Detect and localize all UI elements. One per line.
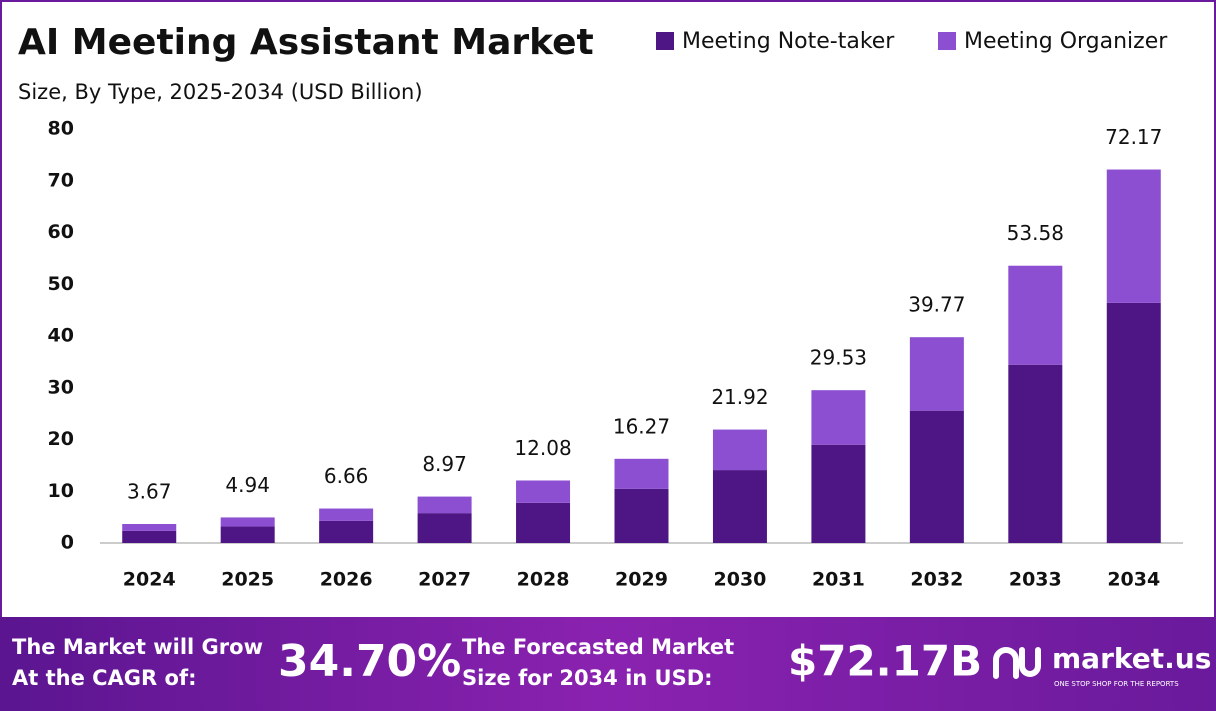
footer-cagr-text: The Market will Grow [12, 635, 263, 659]
bar-segment [122, 524, 177, 531]
x-tick-label: 2030 [714, 569, 767, 591]
brand-tagline: ONE STOP SHOP FOR THE REPORTS [1054, 680, 1179, 688]
x-tick-label: 2028 [517, 569, 570, 591]
x-tick-label: 2026 [320, 569, 373, 591]
bar-segment [712, 429, 767, 471]
bar-segment [614, 458, 669, 489]
x-tick-label: 2025 [221, 569, 274, 591]
total-label: 6.66 [324, 464, 369, 488]
y-tick-label: 60 [48, 221, 74, 243]
chart-subtitle: Size, By Type, 2025-2034 (USD Billion) [18, 80, 423, 104]
footer-forecast-text: The Forecasted Market [462, 635, 734, 659]
bar-segment [712, 470, 767, 543]
y-tick-label: 30 [48, 376, 74, 398]
total-label: 3.67 [127, 480, 172, 504]
total-label: 53.58 [1007, 221, 1064, 245]
x-tick-label: 2024 [123, 569, 176, 591]
bar-segment [319, 520, 374, 543]
chart-title: AI Meeting Assistant Market [18, 22, 594, 63]
total-label: 12.08 [514, 436, 571, 460]
y-tick-label: 10 [48, 480, 74, 502]
brand-name: market.us [1052, 642, 1211, 675]
footer-forecast-value: $72.17B [788, 637, 982, 686]
legend-label: Meeting Note-taker [682, 29, 895, 54]
total-label: 39.77 [908, 293, 965, 317]
y-tick-label: 80 [48, 118, 74, 140]
footer-forecast-text: Size for 2034 in USD: [462, 666, 713, 690]
brand-logo [993, 647, 1041, 679]
y-tick-label: 70 [48, 169, 74, 191]
y-tick-label: 0 [61, 532, 74, 554]
legend-label: Meeting Organizer [964, 29, 1168, 54]
bar-segment [417, 513, 472, 543]
y-tick-label: 20 [48, 428, 74, 450]
bar-segment [516, 502, 571, 543]
bar-segment [614, 488, 669, 543]
y-tick-label: 40 [48, 325, 74, 347]
footer-cagr-value: 34.70% [278, 636, 461, 687]
x-tick-label: 2033 [1009, 569, 1062, 591]
bar-segment [122, 530, 177, 543]
legend-swatch [938, 32, 956, 50]
bar-segment [811, 390, 866, 445]
bar-segment [909, 337, 964, 411]
total-label: 16.27 [613, 414, 670, 438]
total-label: 72.17 [1105, 125, 1162, 149]
bar-segment [1008, 364, 1063, 543]
total-label: 4.94 [225, 473, 270, 497]
legend-swatch [656, 32, 674, 50]
bar-segment [319, 508, 374, 521]
bar-segment [909, 410, 964, 543]
x-tick-label: 2027 [418, 569, 471, 591]
total-label: 8.97 [422, 452, 467, 476]
y-tick-label: 50 [48, 273, 74, 295]
footer-cagr-text: At the CAGR of: [12, 666, 197, 690]
x-tick-label: 2034 [1107, 569, 1160, 591]
bar-segment [220, 526, 275, 543]
x-tick-label: 2032 [910, 569, 963, 591]
total-label: 21.92 [711, 385, 768, 409]
x-tick-label: 2031 [812, 569, 865, 591]
bar-segment [811, 444, 866, 543]
bar-segment [1008, 265, 1063, 365]
bar-segment [516, 480, 571, 503]
bar-segment [417, 496, 472, 514]
bar-segment [1106, 302, 1161, 543]
footer-band [0, 617, 1216, 711]
bar-segment [1106, 169, 1161, 303]
total-label: 29.53 [810, 346, 867, 370]
x-tick-label: 2029 [615, 569, 668, 591]
bar-segment [220, 517, 275, 527]
